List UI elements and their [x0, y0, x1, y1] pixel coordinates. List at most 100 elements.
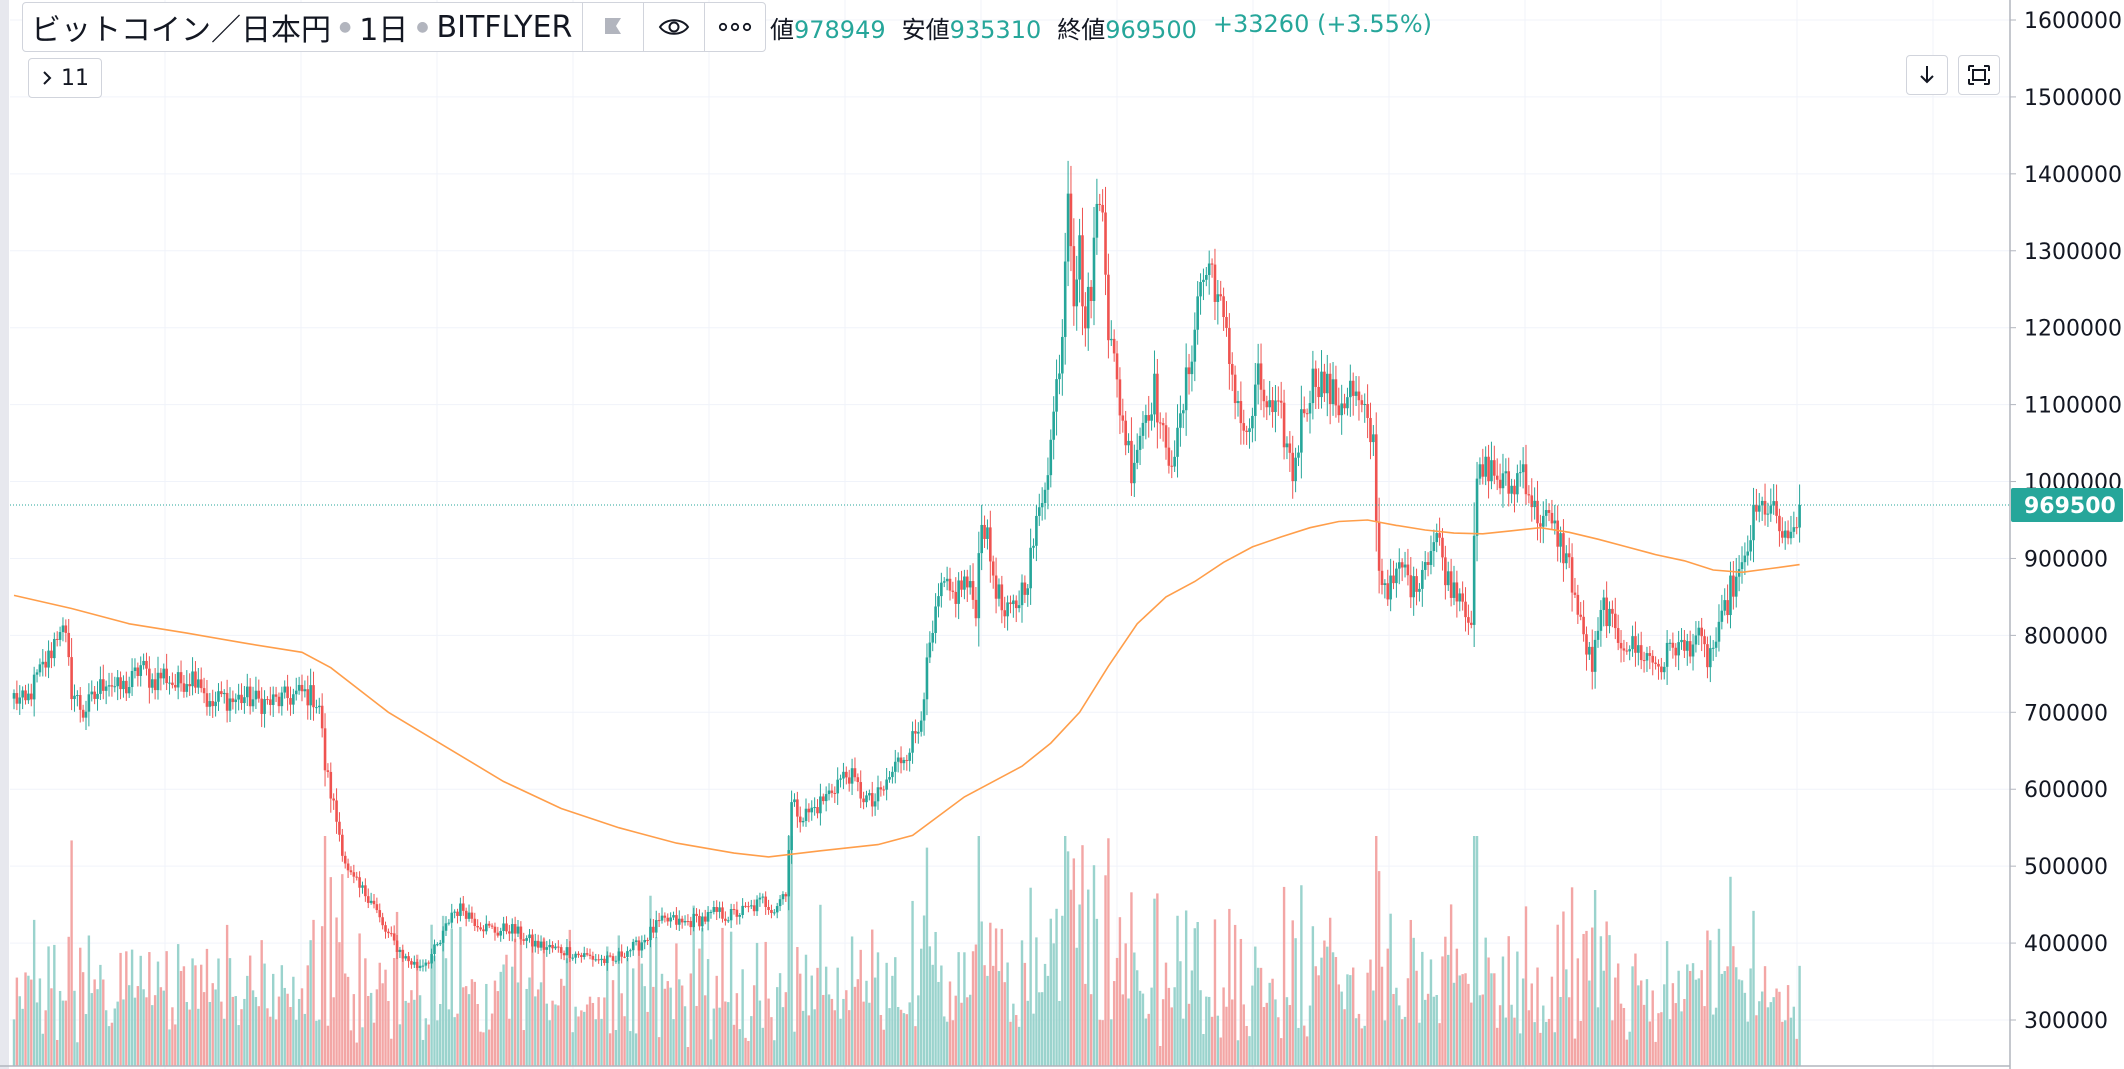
volume-bar [1432, 996, 1436, 1066]
candle-body [306, 689, 310, 706]
volume-bar [562, 985, 566, 1066]
candle-body [922, 699, 926, 721]
flag-button[interactable] [582, 3, 643, 51]
volume-bar [560, 978, 563, 1066]
visibility-button[interactable] [643, 3, 704, 51]
fullscreen-button[interactable] [1958, 55, 2000, 95]
candle-body [1631, 636, 1634, 650]
candle-body [902, 759, 906, 764]
volume-bar [1533, 1022, 1536, 1066]
candle-body [1363, 404, 1367, 406]
volume-bar [1717, 928, 1721, 1066]
candle-body [1539, 523, 1542, 527]
candle-body [159, 672, 163, 679]
candle-body [421, 965, 425, 967]
candle-body [505, 923, 508, 932]
candle-body [1190, 361, 1194, 375]
candle-body [156, 672, 160, 691]
more-button[interactable] [704, 3, 765, 51]
candle-body [689, 921, 693, 928]
candle-body [125, 680, 128, 694]
volume-bar [966, 997, 969, 1066]
candle-body [522, 939, 526, 941]
volume-bar [76, 1042, 79, 1066]
volume-bar [1760, 991, 1764, 1066]
volume-bar [1660, 1012, 1663, 1066]
candle-body [891, 771, 894, 778]
candle-body [1386, 583, 1390, 600]
candle-body [1536, 500, 1539, 524]
volume-bar [657, 1037, 661, 1066]
y-tick-label: 1100000 [2024, 394, 2122, 419]
volume-bar [747, 1041, 750, 1066]
volume-bar [856, 979, 860, 1066]
volume-bar [804, 954, 808, 1066]
candle-body [372, 900, 376, 905]
candle-body [263, 699, 266, 714]
volume-bar [104, 1010, 108, 1066]
volume-bar [1156, 893, 1159, 1066]
candle-body [260, 698, 263, 714]
candle-body [1268, 400, 1271, 408]
volume-bar [1547, 1018, 1551, 1066]
candle-body [1098, 203, 1102, 205]
candle-body [165, 668, 168, 684]
volume-bar [32, 919, 36, 1066]
volume-bar [208, 1001, 212, 1066]
volume-bar [1683, 998, 1686, 1066]
volume-bar [689, 973, 692, 1066]
candle-body [833, 792, 837, 794]
volume-bar [899, 1009, 903, 1066]
candle-body [303, 689, 307, 692]
candle-body [326, 770, 330, 772]
candle-body [1723, 600, 1727, 611]
candle-body [136, 667, 140, 676]
candle-body [1179, 413, 1182, 428]
candle-body [1346, 397, 1349, 409]
candle-body [1588, 646, 1591, 655]
volume-bar [1317, 975, 1320, 1066]
volume-bar [1043, 963, 1047, 1066]
volume-bar [1576, 958, 1580, 1066]
volume-bar [286, 993, 289, 1066]
candle-body [554, 946, 557, 949]
volume-bar [133, 997, 137, 1066]
volume-bar [41, 1033, 44, 1066]
candle-body [1478, 464, 1482, 479]
candle-body [1781, 531, 1784, 538]
candle-body [677, 918, 681, 925]
candle-body [1516, 473, 1519, 495]
candle-body [496, 932, 500, 936]
volume-bar [277, 996, 281, 1066]
candle-body [1366, 404, 1369, 418]
volume-bar [369, 992, 373, 1066]
volume-bar [1784, 1020, 1787, 1066]
candle-body [389, 933, 393, 935]
volume-bar [948, 981, 952, 1066]
candle-body [773, 912, 776, 914]
candle-body [1409, 575, 1413, 598]
indicators-toggle-button[interactable]: 11 [28, 58, 102, 98]
symbol-info[interactable]: ビットコイン／日本円 ● 1日 ● BITFLYER [23, 3, 582, 51]
volume-bar [188, 1009, 191, 1066]
download-button[interactable] [1906, 55, 1948, 95]
candle-body [1472, 535, 1476, 625]
volume-bar [1481, 994, 1484, 1066]
candle-body [234, 699, 238, 703]
volume-bar [1622, 1007, 1626, 1066]
candle-body [842, 771, 845, 779]
candle-body [928, 642, 932, 658]
candle-body [1150, 414, 1153, 421]
candle-body [1337, 405, 1341, 416]
candle-body [1320, 371, 1323, 398]
volume-bar [1251, 985, 1254, 1066]
candle-body [1340, 403, 1343, 416]
candle-body [821, 796, 825, 802]
volume-bar [516, 982, 520, 1066]
candle-body [626, 951, 629, 957]
volume-bar [1640, 980, 1643, 1066]
volume-bar [1628, 1031, 1631, 1066]
volume-bar [122, 999, 125, 1066]
volume-bar [1403, 1016, 1407, 1066]
